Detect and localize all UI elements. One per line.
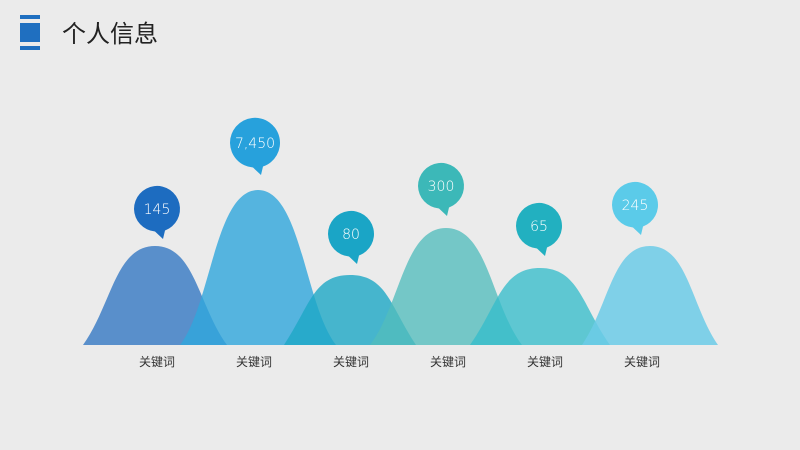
keyword-label: 关键词 — [236, 355, 272, 369]
keyword-label: 关键词 — [333, 355, 369, 369]
value-label: 65 — [530, 219, 548, 235]
keyword-label: 关键词 — [624, 355, 660, 369]
mountain — [83, 246, 227, 345]
value-label: 80 — [342, 227, 360, 243]
title: 个人信息 — [62, 20, 158, 48]
mountain — [370, 228, 522, 345]
keyword-label: 关键词 — [527, 355, 563, 369]
speech-bubble — [133, 185, 180, 239]
value-label: 7,450 — [235, 136, 275, 152]
mountain — [582, 246, 718, 345]
value-label: 300 — [428, 179, 455, 195]
keyword-label: 关键词 — [139, 355, 175, 369]
mountain — [180, 190, 336, 345]
speech-bubble — [515, 202, 562, 256]
keyword-label: 关键词 — [430, 355, 466, 369]
labels: 145 关键词 7,450 关键词 80 关键词 300 关键词 65 关键词 245 关键词 — [133, 117, 660, 369]
value-label: 245 — [622, 198, 649, 214]
speech-bubble — [611, 181, 658, 235]
speech-bubble — [327, 210, 374, 264]
speech-bubble — [417, 162, 464, 216]
value-label: 145 — [144, 202, 171, 218]
title-icon — [20, 15, 40, 50]
mountains — [83, 190, 718, 345]
mountain — [470, 268, 610, 345]
speech-bubble — [229, 117, 280, 175]
